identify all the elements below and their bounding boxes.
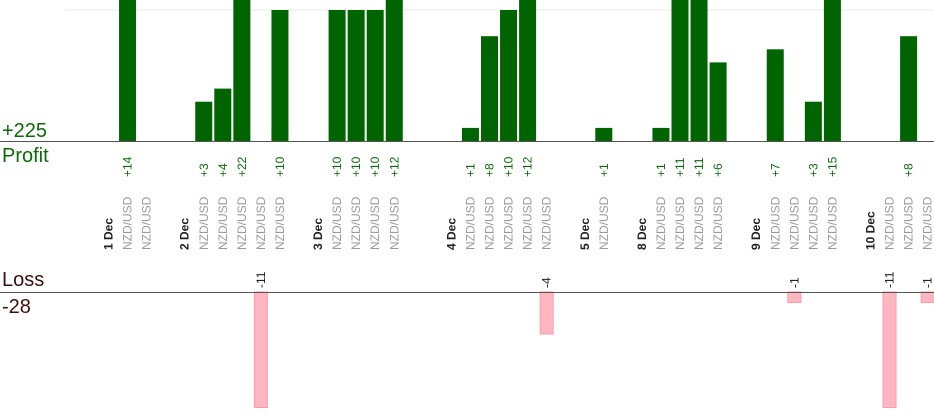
pair-label: NZD/USD [921,196,934,250]
profit-bar [519,0,537,141]
pair-label: NZD/USD [654,196,668,250]
pair-label: NZD/USD [330,196,344,250]
profit-total: +225 [2,120,48,142]
pair-label: NZD/USD [387,196,401,250]
pair-label: NZD/USD [216,196,230,250]
profit-value-label: +11 [673,157,687,177]
profit-bar [652,127,670,141]
pair-label: NZD/USD [368,196,382,250]
profit-bars [119,0,918,142]
profit-bar [804,101,822,141]
loss-value-label: -11 [883,271,897,288]
pair-label: NZD/USD [502,196,516,250]
profit-label: Profit [2,145,49,167]
date-label: 10 Dec [864,211,878,250]
pair-label: NZD/USD [273,196,287,250]
date-label: 5 Dec [578,218,592,250]
profit-value-label: +1 [463,163,477,177]
pair-label: NZD/USD [463,196,477,250]
date-label: 8 Dec [635,218,649,250]
profit-value-label: +12 [521,156,535,177]
profit-bar [214,88,232,141]
date-label: 4 Dec [444,218,458,250]
profit-value-label: +11 [692,157,706,177]
date-label: 9 Dec [749,218,763,250]
profit-value-label: +12 [387,156,401,177]
profit-bar [595,127,613,141]
profit-value-label: +1 [654,163,668,177]
loss-value-label: -1 [787,277,801,288]
loss-value-label: -4 [540,277,554,288]
pair-label: NZD/USD [197,196,211,250]
loss-bar [882,291,897,408]
pair-label: NZD/USD [121,196,135,250]
profit-value-label: +10 [349,156,363,177]
loss-bars [253,291,934,408]
profit-value-label: +10 [273,156,287,177]
profit-bar [671,0,689,141]
profit-bar [385,0,403,141]
profit-bar [328,10,346,141]
pair-label: NZD/USD [902,196,916,250]
pair-label: NZD/USD [349,196,363,250]
loss-label: Loss [2,269,45,291]
profit-bar [461,127,479,141]
profit-bar [366,10,384,141]
profit-value-label: +14 [121,156,135,177]
profit-bar [481,36,498,142]
loss-total: -28 [2,296,31,318]
profit-bar [500,10,518,141]
pair-label: NZD/USD [140,196,154,250]
profit-bar [690,0,708,141]
profit-bar [119,0,137,141]
profit-value-label: +10 [502,156,516,177]
date-label: 3 Dec [311,218,325,250]
loss-bar [920,291,934,303]
profit-bar [823,0,841,141]
loss-bar [253,291,268,408]
profit-value-label: +7 [768,163,782,177]
date-label: 1 Dec [102,218,116,250]
profit-value-label: +22 [235,156,249,177]
pair-label: NZD/USD [787,196,801,250]
profit-value-label: +4 [216,163,230,177]
profit-bar [233,0,251,141]
pair-label: NZD/USD [825,196,839,250]
pair-label: NZD/USD [483,196,497,250]
profit-bar [195,101,213,141]
loss-bar [787,291,802,303]
pair-label: NZD/USD [806,196,820,250]
profit-value-label: +10 [368,156,382,177]
profit-bar [709,62,727,141]
profit-bar [271,10,289,141]
loss-value-label: -11 [254,271,268,288]
pair-label: NZD/USD [673,196,687,250]
pair-label: NZD/USD [540,196,554,250]
pair-label: NZD/USD [711,196,725,250]
pair-label: NZD/USD [521,196,535,250]
profit-bar [900,36,918,142]
profit-value-label: +15 [825,156,839,177]
profit-bar [766,49,784,141]
profit-value-label: +3 [806,163,820,177]
profit-value-label: +1 [597,163,611,177]
profit-value-label: +3 [197,163,211,177]
profit-value-label: +6 [711,163,725,177]
pair-label: NZD/USD [883,196,897,250]
pair-label: NZD/USD [254,196,268,250]
pair-label: NZD/USD [235,196,249,250]
date-label: 2 Dec [178,218,192,250]
profit-value-label: +10 [330,156,344,177]
profit-value-label: +8 [902,163,916,177]
loss-bar [539,291,554,335]
labels-layer: 1 Dec NZD/USD +14 NZD/USD 2 Dec NZD/USD +3 NZD/… [102,156,934,288]
pair-label: NZD/USD [597,196,611,250]
pair-label: NZD/USD [692,196,706,250]
profit-bar [347,10,365,141]
loss-value-label: -1 [921,277,934,288]
profit-value-label: +8 [483,163,497,177]
pair-label: NZD/USD [768,196,782,250]
